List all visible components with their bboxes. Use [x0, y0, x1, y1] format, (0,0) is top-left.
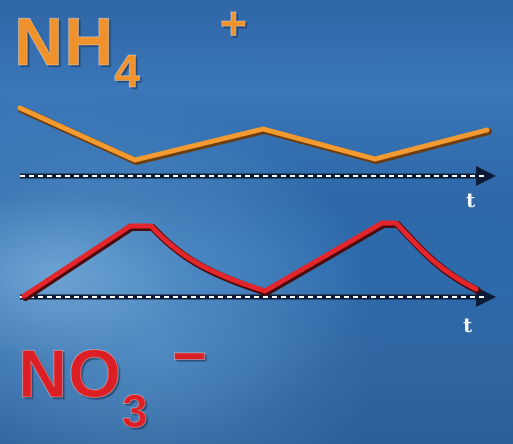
nitrate-charge: −	[171, 322, 208, 389]
ammonium-curve	[18, 106, 492, 165]
ammonium-symbol: NH	[13, 4, 115, 80]
nitrate-formula: NO3−	[18, 325, 208, 435]
nitrate-symbol: NO	[18, 336, 122, 412]
nitrate-curve	[21, 220, 479, 299]
time-label-top: t	[466, 188, 476, 212]
nitrate-subscript: 3	[122, 385, 149, 437]
ammonium-formula: NH4 +	[13, 0, 247, 95]
ammonium-subscript: 4	[114, 45, 141, 97]
ammonium-charge: +	[220, 0, 248, 49]
time-label-bottom: t	[463, 313, 473, 337]
ammonium-curve-line	[17, 105, 490, 163]
